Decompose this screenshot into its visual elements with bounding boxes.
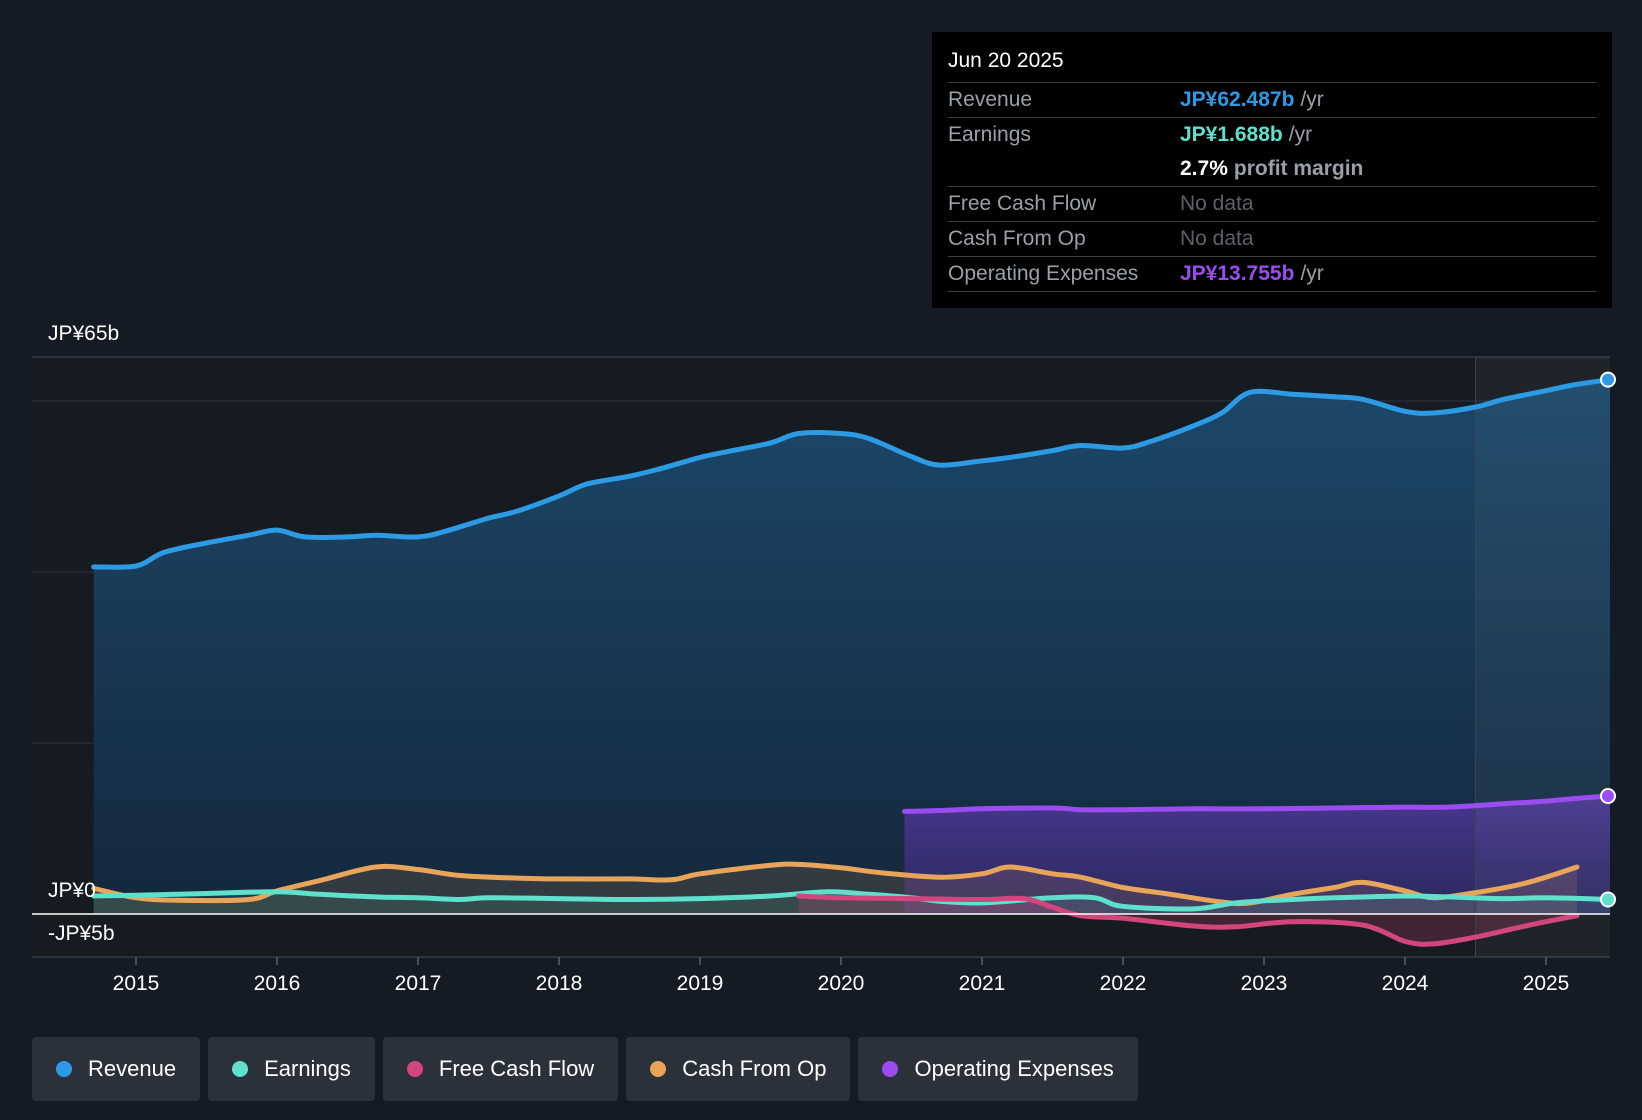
tooltip-cfo-value: No data	[1180, 227, 1254, 250]
legend-item-revenue[interactable]: Revenue	[32, 1037, 201, 1101]
opex-dot-icon	[882, 1061, 899, 1077]
legend: Revenue Earnings Free Cash Flow Cash Fro…	[32, 1037, 1138, 1101]
x-tick-label-2020: 2020	[818, 972, 865, 995]
tooltip-opex-unit: /yr	[1300, 262, 1324, 285]
tooltip-margin-value: 2.7%	[1180, 157, 1228, 180]
forecast-shade	[1475, 357, 1610, 957]
x-tick-label-2021: 2021	[959, 972, 1006, 995]
opex-line	[902, 793, 1612, 814]
tooltip-revenue-unit: /yr	[1300, 88, 1324, 111]
cfo-line	[91, 861, 1580, 907]
y-label-zero: JP¥0	[48, 879, 96, 902]
tooltip: Jun 20 2025 Revenue JP¥62.487b /yr Earni…	[932, 32, 1612, 308]
tooltip-row-cfo: Cash From Op No data	[948, 222, 1596, 257]
fcf-area	[798, 896, 1577, 945]
earnings-area	[93, 891, 1611, 914]
tooltip-fcf-value: No data	[1180, 192, 1254, 215]
x-tick-label-2022: 2022	[1100, 972, 1147, 995]
opex-end-marker	[1600, 788, 1616, 805]
y-label-bottom: -JP¥5b	[48, 922, 115, 945]
revenue-dot-icon	[56, 1061, 72, 1077]
x-tick-label-2023: 2023	[1241, 972, 1288, 995]
earnings-end-marker	[1600, 891, 1616, 908]
tooltip-date: Jun 20 2025	[948, 46, 1596, 83]
x-tick-label-2024: 2024	[1382, 972, 1429, 995]
tooltip-revenue-value: JP¥62.487b	[1180, 88, 1295, 111]
tooltip-earnings-label: Earnings	[948, 123, 1031, 146]
legend-item-opex[interactable]: Operating Expenses	[858, 1037, 1138, 1101]
legend-revenue-label: Revenue	[88, 1056, 177, 1081]
legend-cfo-label: Cash From Op	[682, 1056, 827, 1081]
tooltip-margin-label: profit margin	[1233, 157, 1364, 180]
tooltip-row-opex: Operating Expenses JP¥13.755b /yr	[948, 257, 1596, 292]
opex-area	[904, 796, 1610, 914]
x-tick-label-2017: 2017	[395, 972, 442, 995]
earnings-dot-icon	[232, 1061, 249, 1077]
fcf-dot-icon	[406, 1061, 423, 1077]
tooltip-fcf-label: Free Cash Flow	[948, 192, 1097, 215]
fcf-line	[796, 893, 1580, 947]
tooltip-opex-label: Operating Expenses	[948, 262, 1139, 285]
x-tick-label-2015: 2015	[113, 972, 160, 995]
legend-item-cfo[interactable]: Cash From Op	[626, 1037, 851, 1101]
legend-earnings-label: Earnings	[264, 1056, 351, 1081]
x-tick-label-2018: 2018	[536, 972, 583, 995]
revenue-area	[93, 379, 1611, 915]
cfo-dot-icon	[650, 1061, 667, 1077]
legend-item-earnings[interactable]: Earnings	[208, 1037, 375, 1101]
legend-fcf-label: Free Cash Flow	[438, 1056, 595, 1081]
tooltip-row-margin: 2.7% profit margin	[948, 152, 1596, 187]
tooltip-opex-value: JP¥13.755b	[1180, 262, 1295, 285]
x-tick-label-2019: 2019	[677, 972, 724, 995]
legend-opex-label: Operating Expenses	[914, 1056, 1114, 1081]
tooltip-cfo-label: Cash From Op	[948, 227, 1086, 250]
tooltip-row-fcf: Free Cash Flow No data	[948, 187, 1596, 222]
x-tick-label-2025: 2025	[1523, 972, 1570, 995]
earnings-line	[91, 889, 1612, 912]
legend-item-fcf[interactable]: Free Cash Flow	[382, 1037, 619, 1101]
tooltip-row-revenue: Revenue JP¥62.487b /yr	[948, 83, 1596, 118]
x-tick-label-2016: 2016	[254, 972, 301, 995]
tooltip-row-earnings: Earnings JP¥1.688b /yr	[948, 118, 1596, 152]
tooltip-revenue-label: Revenue	[948, 88, 1033, 111]
revenue-end-marker	[1600, 371, 1616, 388]
tooltip-earnings-value: JP¥1.688b	[1180, 123, 1283, 146]
tooltip-earnings-unit: /yr	[1288, 123, 1313, 146]
y-label-top: JP¥65b	[48, 322, 119, 345]
revenue-line	[91, 377, 1612, 570]
